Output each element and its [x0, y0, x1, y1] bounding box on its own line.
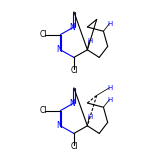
Text: N: N	[69, 98, 75, 107]
Text: H: H	[88, 114, 93, 119]
Text: Cl: Cl	[39, 106, 47, 115]
Text: N: N	[56, 45, 62, 54]
Text: N: N	[56, 121, 62, 130]
Text: Cl: Cl	[70, 142, 78, 151]
Text: Cl: Cl	[39, 30, 47, 39]
Text: N: N	[69, 22, 75, 31]
Text: H: H	[108, 85, 113, 91]
Text: H: H	[108, 21, 113, 27]
Text: H: H	[88, 38, 93, 43]
Text: Cl: Cl	[70, 66, 78, 75]
Text: H: H	[108, 97, 113, 103]
